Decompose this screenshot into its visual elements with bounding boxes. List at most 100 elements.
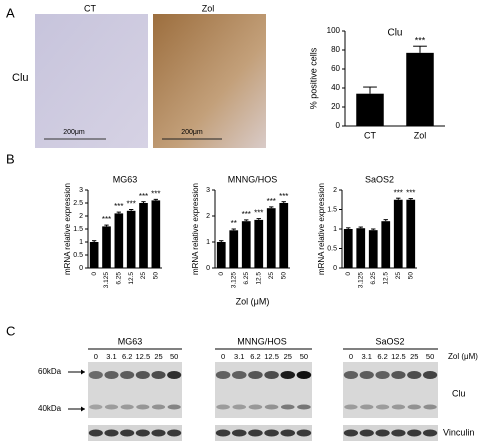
blot-group-label: MG63 [118,336,143,346]
micrograph [35,14,148,148]
bar [114,213,124,268]
lane-label: 3.1 [234,352,244,361]
band [215,429,231,437]
band [151,371,166,379]
blot [343,425,438,441]
image-label: Zol [202,3,215,13]
y-tick-label: 0.5 [73,252,83,259]
lane-label: 6.2 [377,352,387,361]
lane-label: 50 [170,352,178,361]
dose-label: Zol (μM) [448,352,478,361]
significance: *** [102,215,111,224]
band [297,404,311,410]
y-tick-label: 0 [206,265,210,272]
significance: *** [151,189,160,198]
lane-label: 0 [94,352,98,361]
significance: *** [114,202,123,211]
band [264,404,279,410]
band [104,404,119,410]
x-axis-label: Zol (μM) [236,296,270,306]
band [360,404,374,410]
bar [266,208,276,268]
lane-label: 12.5 [391,352,406,361]
significance: *** [139,192,148,201]
image-label: CT [84,3,96,13]
band [375,429,390,437]
y-tick-label: 2.5 [73,200,83,207]
band [296,371,312,379]
band [391,404,406,410]
bar [151,200,161,268]
protein-label: Vinculin [443,427,474,437]
band [423,404,437,410]
band [407,371,422,379]
y-tick-label: 0.5 [327,245,337,252]
band [344,404,358,410]
band [120,371,135,379]
bar [381,221,391,268]
scale-label: 200μm [63,129,85,136]
significance: *** [267,197,276,206]
bar [356,228,366,268]
band [264,429,279,437]
lane-label: 3.1 [106,352,116,361]
band [280,404,295,410]
y-tick-label: 40 [331,83,340,92]
band [216,404,230,410]
significance: *** [415,36,426,46]
chart-title: MG63 [113,174,138,184]
x-tick-label: Zol [414,130,427,140]
significance: *** [254,209,263,218]
band [296,429,312,437]
x-tick-label: 0 [345,272,352,276]
band [88,371,103,379]
x-tick-label: 50 [407,272,414,280]
x-tick-label: 6.25 [243,272,250,285]
band [167,371,182,379]
x-tick-label: 25 [140,272,147,280]
lane-label: 3.1 [362,352,372,361]
blot [88,425,182,441]
x-tick-label: 12.5 [382,272,389,285]
lane-label: 0 [221,352,225,361]
y-tick-label: 60 [331,64,340,73]
band [232,404,247,410]
bar [89,242,99,268]
marker-label: 60kDa [38,367,62,376]
lane-label: 25 [154,352,162,361]
blot-group-label: MNNG/HOS [237,336,287,346]
band [151,404,166,410]
y-tick-label: 1.5 [327,206,337,213]
y-tick-label: 80 [331,45,340,54]
x-tick-label: 3.125 [357,272,364,289]
y-tick-label: 1 [206,239,210,246]
y-tick-label: 0 [336,121,341,130]
scale-label: 200μm [181,129,203,136]
band [151,429,166,437]
blot [88,362,182,418]
lane-label: 6.2 [250,352,260,361]
y-axis-label: mRNA relative expression [317,183,326,275]
band [359,371,374,379]
micrograph [153,14,266,148]
x-tick-label: 12.5 [128,272,135,285]
significance: *** [406,189,415,198]
marker-arrow [81,406,85,412]
band [422,429,438,437]
bar [406,199,416,268]
band [280,429,296,437]
y-tick-label: 2 [79,213,83,220]
significance: *** [394,188,403,197]
bar [356,93,384,126]
band [88,429,103,437]
lane-label: 0 [349,352,353,361]
x-tick-label: 0 [218,272,225,276]
band [120,404,134,410]
chart-title: Clu [387,28,402,39]
x-tick-label: CT [364,130,376,140]
y-tick-label: 1 [79,239,83,246]
blot [215,425,312,441]
lane-label: 6.2 [122,352,132,361]
